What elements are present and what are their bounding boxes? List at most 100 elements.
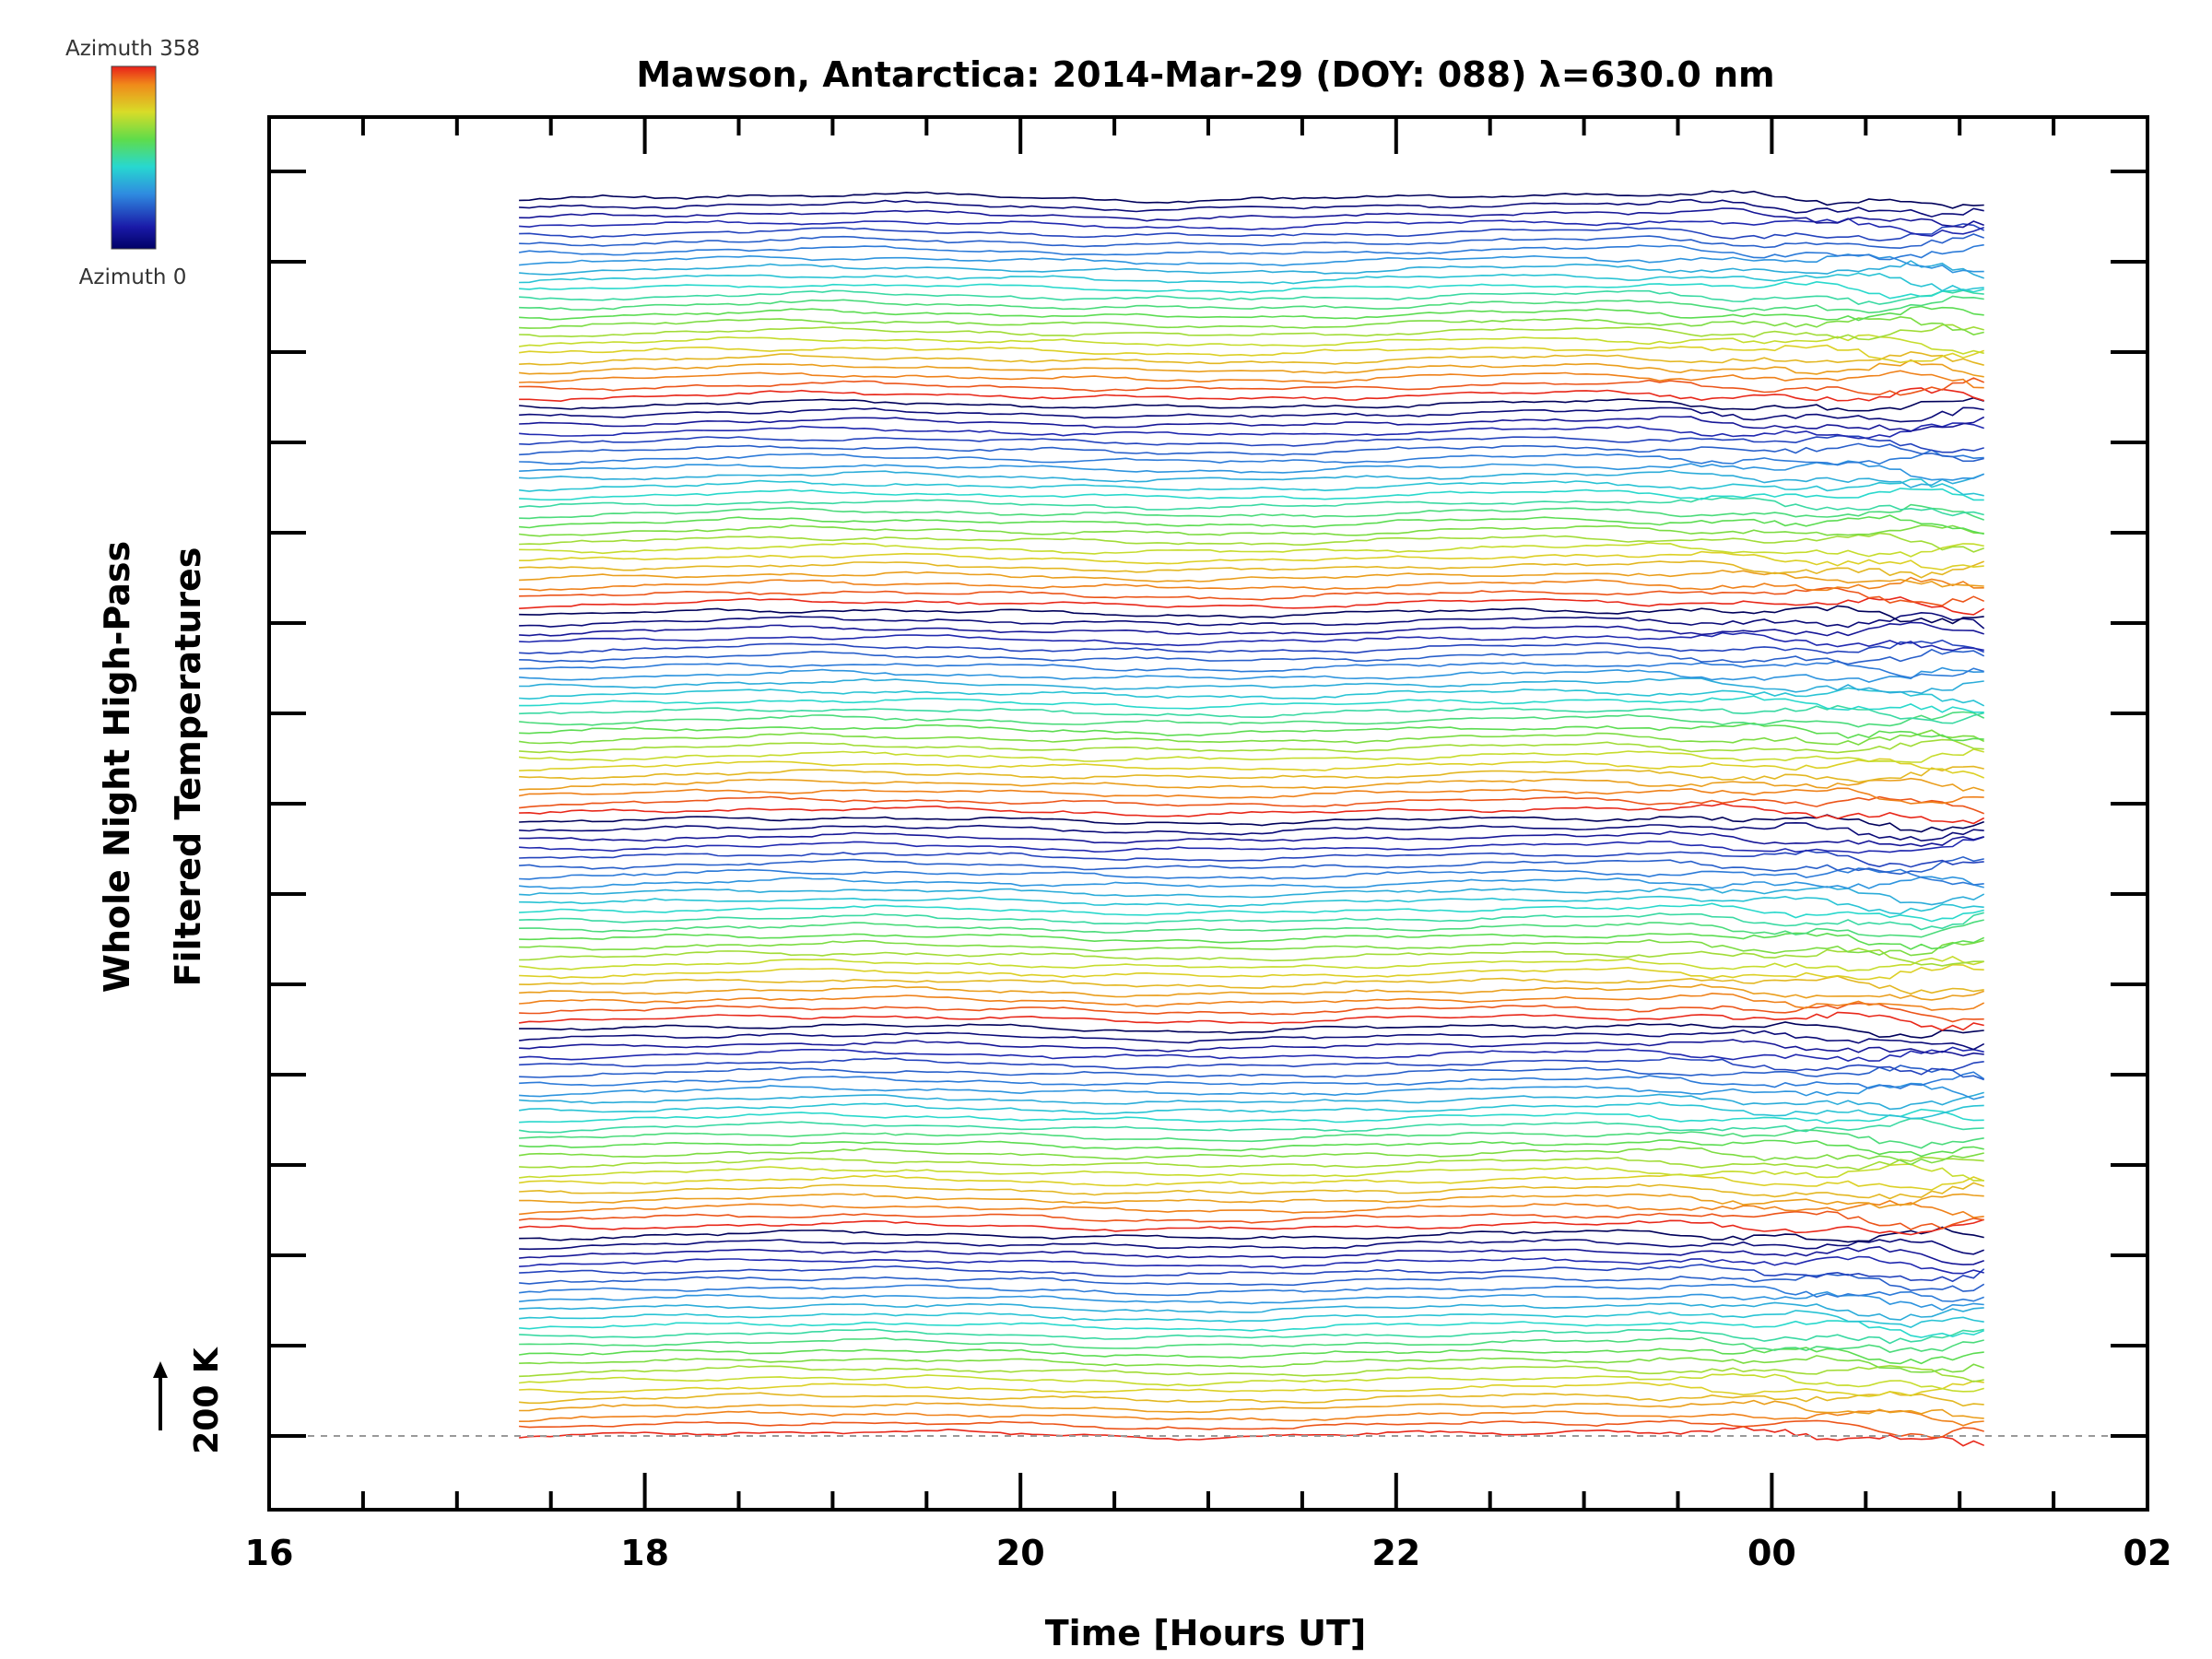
y-ticks — [269, 170, 2147, 1438]
series-trace — [519, 295, 1984, 314]
x-tick-label: 00 — [1747, 1533, 1796, 1573]
series-trace — [519, 1273, 1985, 1292]
x-tick-label: 22 — [1371, 1533, 1420, 1573]
series-trace — [519, 849, 1984, 868]
series-trace — [519, 704, 1984, 724]
series-trace — [519, 983, 1984, 1001]
series-trace — [518, 1218, 1984, 1236]
series-trace — [519, 370, 1984, 389]
series-trace — [518, 1117, 1984, 1134]
series-trace — [519, 488, 1984, 501]
series-trace — [519, 207, 1984, 229]
series-trace — [518, 1173, 1984, 1191]
series-trace — [519, 748, 1984, 763]
series-trace — [519, 1226, 1984, 1243]
series-trace — [519, 758, 1985, 779]
series-trace — [519, 1082, 1984, 1100]
series-trace — [519, 912, 1984, 931]
series-trace — [519, 1139, 1984, 1158]
series-trace — [519, 1355, 1984, 1373]
series-trace — [519, 738, 1984, 754]
series-trace — [518, 1101, 1984, 1120]
series-trace — [519, 1409, 1984, 1427]
series-trace — [519, 660, 1984, 679]
series-trace — [519, 1108, 1984, 1124]
series-trace — [519, 442, 1984, 463]
series-trace — [519, 902, 1984, 923]
series-trace — [519, 1380, 1984, 1397]
series-trace — [519, 1320, 1984, 1338]
series-trace — [519, 1156, 1984, 1171]
series-trace — [519, 1199, 1984, 1218]
series-trace — [519, 1283, 1984, 1302]
series-trace — [519, 711, 1985, 728]
x-tick-label: 16 — [245, 1533, 294, 1573]
series-trace — [519, 1182, 1984, 1200]
traces-group — [518, 190, 1985, 1447]
x-ticks: 16 18 20 22 00 02 — [245, 117, 2171, 1573]
series-trace — [519, 722, 1984, 742]
series-trace — [519, 1364, 1984, 1382]
series-trace — [519, 1255, 1984, 1275]
series-trace — [519, 821, 1984, 842]
series-trace — [519, 1046, 1984, 1062]
series-trace — [519, 1264, 1985, 1283]
series-trace — [519, 305, 1984, 322]
series-trace — [519, 1039, 1984, 1057]
series-trace — [519, 218, 1984, 237]
series-trace — [519, 830, 1984, 847]
series-trace — [519, 198, 1984, 218]
series-trace — [518, 787, 1984, 805]
series-trace — [519, 387, 1984, 403]
series-trace — [519, 666, 1984, 683]
scale-arrow-head — [153, 1361, 168, 1378]
series-trace — [519, 1310, 1984, 1329]
x-tick-label: 20 — [996, 1533, 1045, 1573]
series-trace — [519, 190, 1984, 209]
series-trace — [519, 289, 1984, 305]
series-trace — [519, 559, 1984, 579]
series-trace — [519, 524, 1984, 537]
series-trace — [519, 621, 1984, 637]
series-trace — [519, 1391, 1984, 1407]
series-trace — [519, 992, 1985, 1011]
series-trace — [519, 478, 1984, 497]
series-trace — [519, 765, 1984, 783]
series-trace — [519, 947, 1984, 967]
colorbar: Azimuth 358 Azimuth 0 — [65, 37, 200, 289]
series-trace — [519, 695, 1984, 713]
series-trace — [519, 595, 1985, 616]
series-trace — [519, 919, 1984, 938]
series-trace — [518, 1146, 1984, 1166]
series-trace — [519, 496, 1984, 517]
series-trace — [519, 460, 1985, 481]
series-trace — [519, 814, 1984, 833]
series-trace — [519, 586, 1985, 606]
series-trace — [519, 932, 1985, 950]
series-trace — [519, 1065, 1984, 1081]
series-trace — [519, 223, 1985, 241]
series-trace — [519, 795, 1984, 815]
series-trace — [519, 1336, 1984, 1353]
series-trace — [519, 1030, 1985, 1051]
series-trace — [519, 1002, 1984, 1023]
series-trace — [519, 315, 1984, 335]
series-trace — [519, 434, 1984, 453]
series-trace — [519, 570, 1984, 588]
series-trace — [519, 503, 1984, 521]
series-trace — [519, 532, 1984, 553]
series-trace — [519, 895, 1984, 915]
series-trace — [519, 1071, 1985, 1089]
series-trace — [519, 514, 1984, 535]
series-trace — [519, 377, 1985, 396]
series-trace — [518, 344, 1984, 364]
series-trace — [519, 1021, 1984, 1039]
series-trace — [519, 396, 1984, 412]
series-trace — [518, 334, 1984, 355]
x-axis-label: Time [Hours UT] — [1045, 1613, 1367, 1653]
series-trace — [519, 639, 1984, 655]
series-trace — [519, 416, 1985, 432]
series-trace — [519, 550, 1984, 571]
series-trace — [519, 687, 1985, 707]
series-trace — [519, 253, 1984, 274]
